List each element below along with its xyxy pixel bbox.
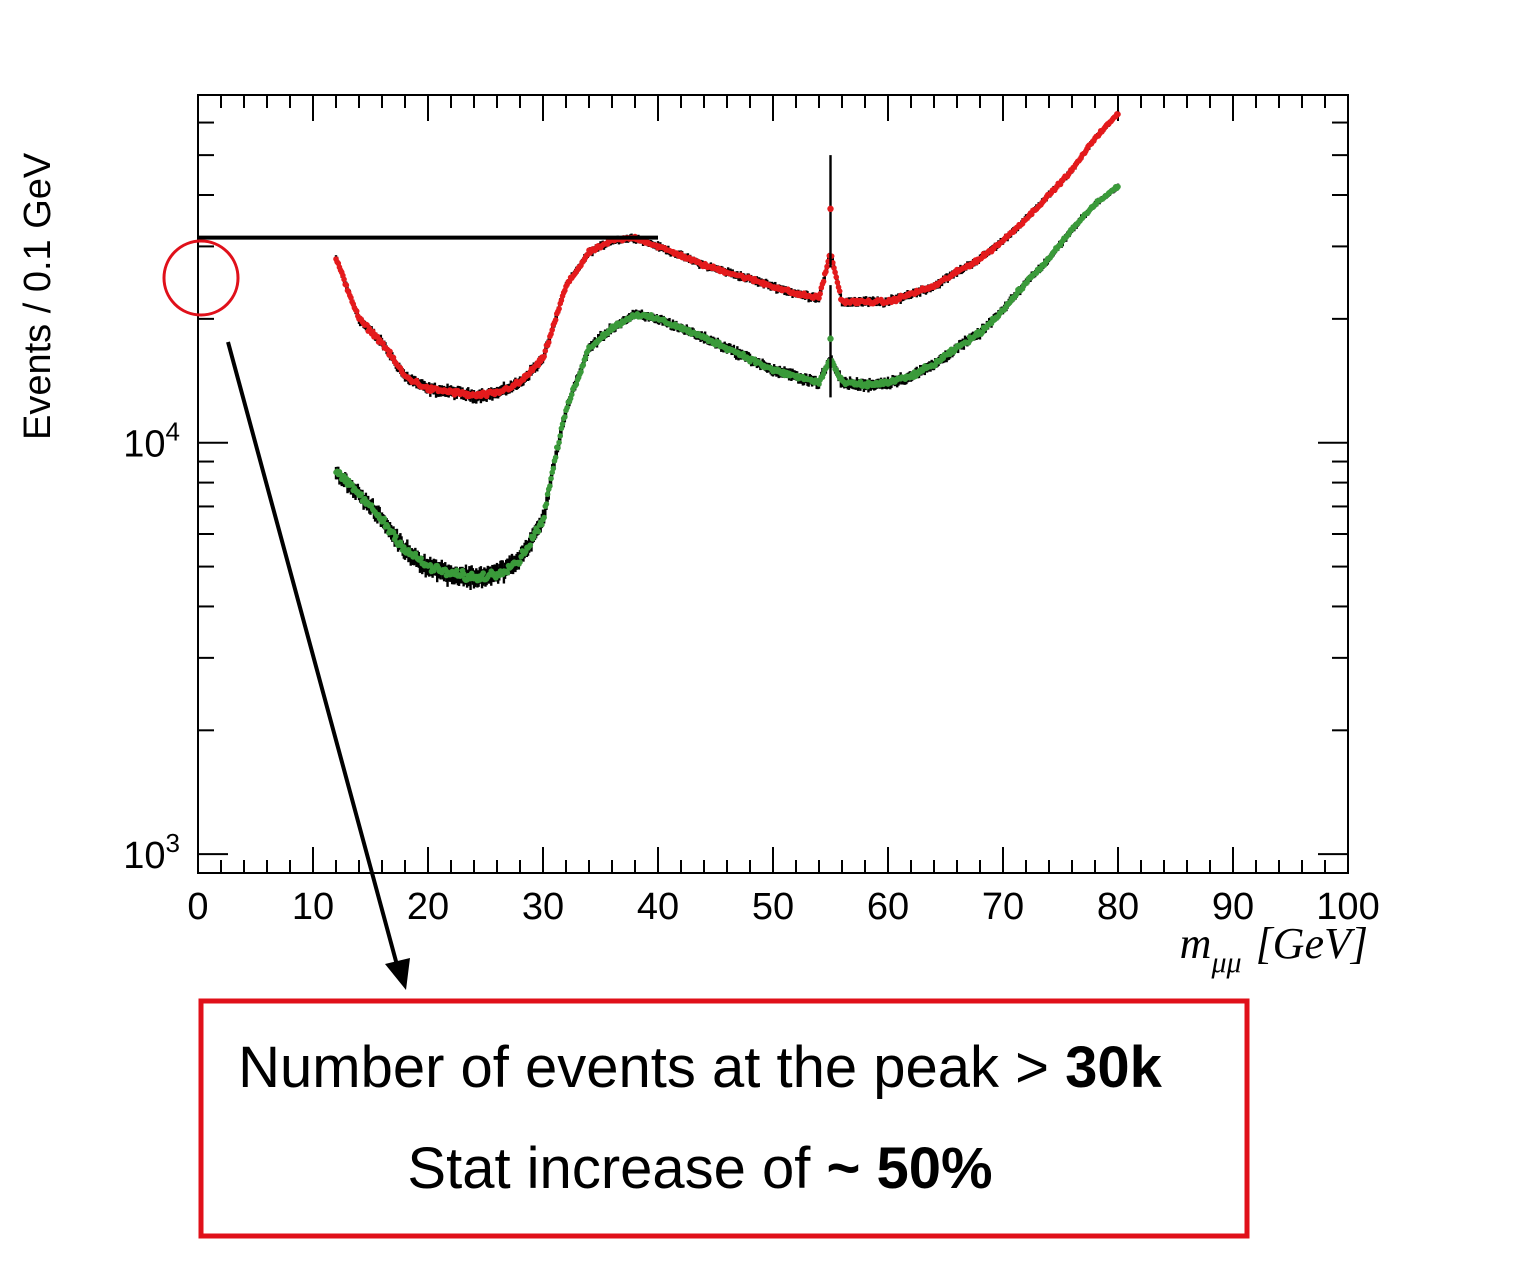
data-point — [548, 475, 554, 482]
x-tick-label: 90 — [1212, 886, 1254, 928]
y-axis-ticks: 103 104 — [123, 94, 1348, 877]
spike-point — [827, 205, 834, 213]
x-tick-label: 40 — [637, 886, 679, 928]
callout-line-2: Stat increase of ~ 50% — [407, 1136, 992, 1201]
plot-border — [197, 94, 1349, 874]
data-point — [568, 391, 575, 398]
data-point — [557, 433, 564, 439]
data-point — [368, 502, 375, 508]
data-point — [547, 483, 553, 489]
data-point — [824, 263, 830, 270]
y-tick-label: 104 — [123, 417, 180, 466]
y-tick-label: 103 — [123, 828, 180, 877]
data-point — [834, 279, 841, 286]
callout-line-2-text: Stat increase of — [407, 1136, 826, 1201]
data-point — [832, 269, 838, 276]
x-axis-label-unit: [GeV] — [1256, 919, 1368, 968]
callout-line-1-text: Number of events at the peak > — [238, 1035, 1065, 1100]
data-point — [857, 378, 864, 385]
data-point — [380, 340, 386, 347]
data-point — [559, 421, 566, 427]
data-point — [582, 354, 589, 361]
data-point — [517, 559, 523, 566]
x-tick-label: 80 — [1097, 886, 1139, 928]
x-tick-label: 20 — [407, 886, 449, 928]
data-point — [541, 353, 547, 360]
x-tick-label: 60 — [867, 886, 909, 928]
data-point — [527, 542, 534, 548]
data-point — [543, 501, 550, 507]
data-point — [541, 514, 547, 521]
data-point — [831, 265, 837, 271]
data-point — [820, 278, 827, 285]
series-layer — [333, 110, 1121, 590]
data-point — [558, 297, 565, 304]
data-point — [544, 491, 551, 498]
x-tick-label: 100 — [1316, 886, 1379, 928]
data-point — [535, 528, 542, 535]
data-point — [816, 295, 822, 301]
data-point — [545, 339, 552, 346]
data-point — [564, 404, 570, 411]
x-tick-label: 0 — [187, 886, 208, 928]
data-point — [816, 381, 822, 387]
spike-point — [827, 335, 834, 342]
data-point — [558, 425, 565, 432]
data-point — [556, 305, 562, 312]
data-point — [833, 274, 840, 280]
data-point — [387, 348, 393, 355]
data-point — [381, 515, 388, 522]
x-axis-ticks: 0 10 20 30 40 50 60 70 80 90 100 — [187, 95, 1380, 928]
x-axis-label-main: m — [1180, 919, 1212, 968]
data-point — [550, 465, 557, 472]
annotations — [162, 235, 658, 990]
data-point — [418, 555, 424, 562]
data-point — [393, 533, 399, 540]
callout-box — [198, 998, 1250, 1239]
data-point — [539, 522, 545, 528]
data-point — [504, 569, 511, 576]
x-axis-label-sub: μμ — [1210, 946, 1241, 979]
data-point — [556, 439, 562, 446]
x-tick-label: 50 — [752, 886, 794, 928]
data-point — [580, 362, 587, 368]
data-point — [343, 282, 350, 288]
plot-frame — [197, 94, 1349, 874]
series-green — [333, 183, 1121, 590]
data-point — [552, 454, 559, 461]
data-point — [460, 571, 467, 577]
peak-highlight-circle — [162, 239, 240, 317]
data-point — [480, 570, 487, 576]
data-point — [549, 327, 555, 333]
data-point — [542, 348, 549, 354]
callout-arrow-head — [385, 958, 410, 990]
callout-arrow-line — [226, 341, 399, 966]
data-point — [341, 276, 347, 283]
data-point — [1115, 111, 1121, 118]
data-point — [353, 308, 360, 314]
data-point — [836, 288, 843, 294]
callout-line-2-bold: ~ 50% — [827, 1136, 993, 1201]
data-point — [562, 414, 568, 420]
data-point — [453, 567, 460, 573]
series-red — [333, 110, 1121, 404]
data-point — [555, 445, 561, 451]
callout-line-1: Number of events at the peak > 30k — [238, 1035, 1162, 1100]
x-axis-label: mμμ [GeV] — [1180, 919, 1368, 979]
x-tick-label: 70 — [982, 886, 1024, 928]
callout-line-1-bold: 30k — [1065, 1035, 1163, 1100]
x-tick-label: 10 — [292, 886, 334, 928]
data-point — [817, 290, 823, 297]
y-axis-label: Events / 0.1 GeV — [17, 152, 59, 440]
data-point — [823, 268, 829, 275]
x-tick-label: 30 — [522, 886, 564, 928]
data-point — [573, 381, 580, 388]
data-point — [1115, 183, 1121, 190]
data-point — [358, 491, 365, 497]
data-point — [578, 369, 584, 375]
data-point — [531, 533, 537, 540]
data-point — [552, 317, 559, 323]
